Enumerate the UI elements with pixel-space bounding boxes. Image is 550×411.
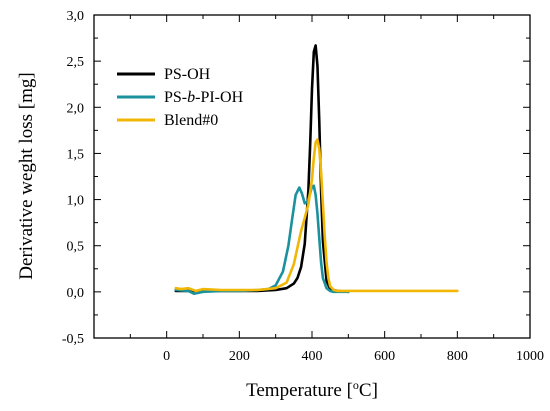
x-tick-label: 800 — [447, 349, 468, 364]
y-tick-label: -0,5 — [62, 332, 84, 347]
y-axis-title: Derivative weght loss [mg] — [16, 72, 37, 279]
y-tick-label: 2,0 — [67, 101, 85, 116]
x-tick-label: 400 — [302, 349, 323, 364]
legend-label-2: Blend#0 — [164, 112, 218, 129]
y-tick-label: 1,0 — [67, 194, 85, 209]
y-tick-label: 1,5 — [67, 147, 85, 162]
ticks — [94, 14, 531, 339]
y-tick-label: 2,5 — [67, 55, 85, 70]
tick-labels: 0 200 400 600 800 1000 -0,5 0,0 0,5 1,0 1,5 2,0 2,5 3… — [62, 9, 544, 364]
x-tick-label: 600 — [374, 349, 395, 364]
x-axis-title-superscript: o — [353, 378, 359, 392]
x-axis-title-end: C] — [359, 380, 378, 401]
x-tick-label: 0 — [163, 349, 170, 364]
series-lines — [174, 44, 459, 296]
y-tick-label: 0,0 — [67, 286, 85, 301]
x-axis-title-main: Temperature [ — [246, 380, 353, 401]
x-axis-title: Temperature [oC] — [246, 378, 378, 401]
y-tick-label: 3,0 — [67, 9, 85, 24]
legend-label-1: PS-b-PI-OH — [164, 89, 244, 106]
y-tick-label: 0,5 — [67, 240, 85, 255]
legend-label-0: PS-OH — [164, 66, 211, 83]
x-tick-label: 1000 — [516, 349, 544, 364]
x-tick-label: 200 — [229, 349, 250, 364]
series-line-2 — [174, 138, 459, 293]
legend: PS-OH PS-b-PI-OH Blend#0 — [117, 66, 244, 129]
